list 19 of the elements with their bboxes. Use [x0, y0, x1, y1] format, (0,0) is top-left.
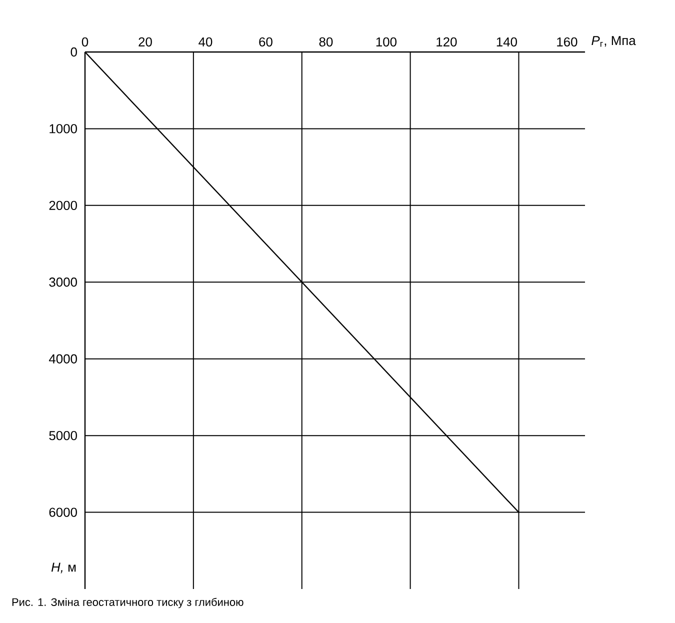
x-tick-label: 20 [138, 37, 152, 46]
y-tick-label: 6000 [49, 508, 77, 517]
x-tick-label: 40 [198, 37, 212, 46]
x-tick-label: 80 [319, 37, 333, 46]
x-tick-label: 100 [376, 37, 397, 46]
y-axis-title: H, м [51, 562, 76, 574]
x-tick-label: 60 [259, 37, 272, 46]
x-tick-label: 140 [496, 37, 517, 46]
y-tick-label: 1000 [50, 124, 77, 134]
y-tick-label: 5000 [49, 430, 77, 440]
x-axis-title: P$_{г}$, Мпа [592, 36, 636, 47]
x-tick-label: 160 [557, 37, 578, 46]
y-tick-label: 3000 [49, 278, 77, 287]
y-tick-label: 0 [70, 47, 77, 57]
x-tick-label: 0 [82, 37, 88, 46]
x-tick-label: 120 [436, 37, 457, 46]
y-tick-label: 2000 [49, 200, 77, 210]
y-tick-label: 4000 [48, 354, 77, 364]
text: Рис. 1. Зміна геостатичного тиску з глибиною [12, 598, 244, 608]
